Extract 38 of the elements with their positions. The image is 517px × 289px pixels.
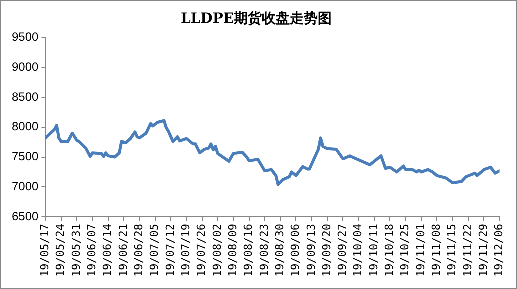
x-tick-label: 19/05/17 [38,224,52,278]
x-tick-label: 19/10/11 [367,224,380,278]
y-tick-label: 7500 [12,150,40,164]
x-tick-label: 19/06/14 [101,224,114,278]
x-tick-label: 19/10/18 [383,224,396,278]
y-tick-label: 8500 [12,90,40,104]
y-tick-label: 8000 [12,120,40,134]
x-tick-label: 19/10/25 [398,224,412,278]
x-tick-label: 19/09/27 [336,224,350,278]
x-tick-label: 19/09/13 [304,224,318,278]
x-tick-label: 19/09/20 [320,224,334,278]
x-tick-label: 19/11/22 [461,224,474,278]
x-tick-label: 19/06/21 [116,224,130,278]
x-tick-label: 19/08/23 [258,224,271,278]
x-tick-label: 19/08/16 [242,224,256,278]
x-tick-label: 19/11/08 [430,224,444,278]
y-tick-label: 7000 [12,179,40,194]
x-tick-label: 19/06/07 [86,224,99,278]
x-tick-label: 19/08/02 [210,224,224,278]
x-tick-label: 19/11/29 [477,224,490,278]
x-tick-label: 19/07/19 [179,224,192,278]
x-tick-label: 19/08/09 [226,224,240,278]
x-tick-label: 19/07/12 [164,224,177,278]
y-tick-label: 9500 [12,30,40,44]
x-tick-label: 19/06/28 [132,224,146,278]
x-tick-label: 19/11/15 [446,224,459,278]
x-tick-label: 19/12/06 [492,224,506,278]
chart-title: LLDPE期货收盘走势图 [180,11,332,28]
x-tick-label: 19/05/24 [54,224,68,278]
x-tick-label: 19/08/30 [273,224,286,278]
x-tick-label: 19/05/31 [70,224,83,278]
x-tick-label: 19/10/04 [352,224,365,278]
y-tick-label: 9000 [12,60,40,74]
x-tick-label: 19/11/01 [414,224,428,278]
x-tick-label: 19/07/05 [148,224,162,278]
y-tick-label: 6500 [12,209,40,224]
x-tick-label: 19/07/26 [195,224,208,278]
x-tick-label: 19/09/06 [289,224,302,278]
